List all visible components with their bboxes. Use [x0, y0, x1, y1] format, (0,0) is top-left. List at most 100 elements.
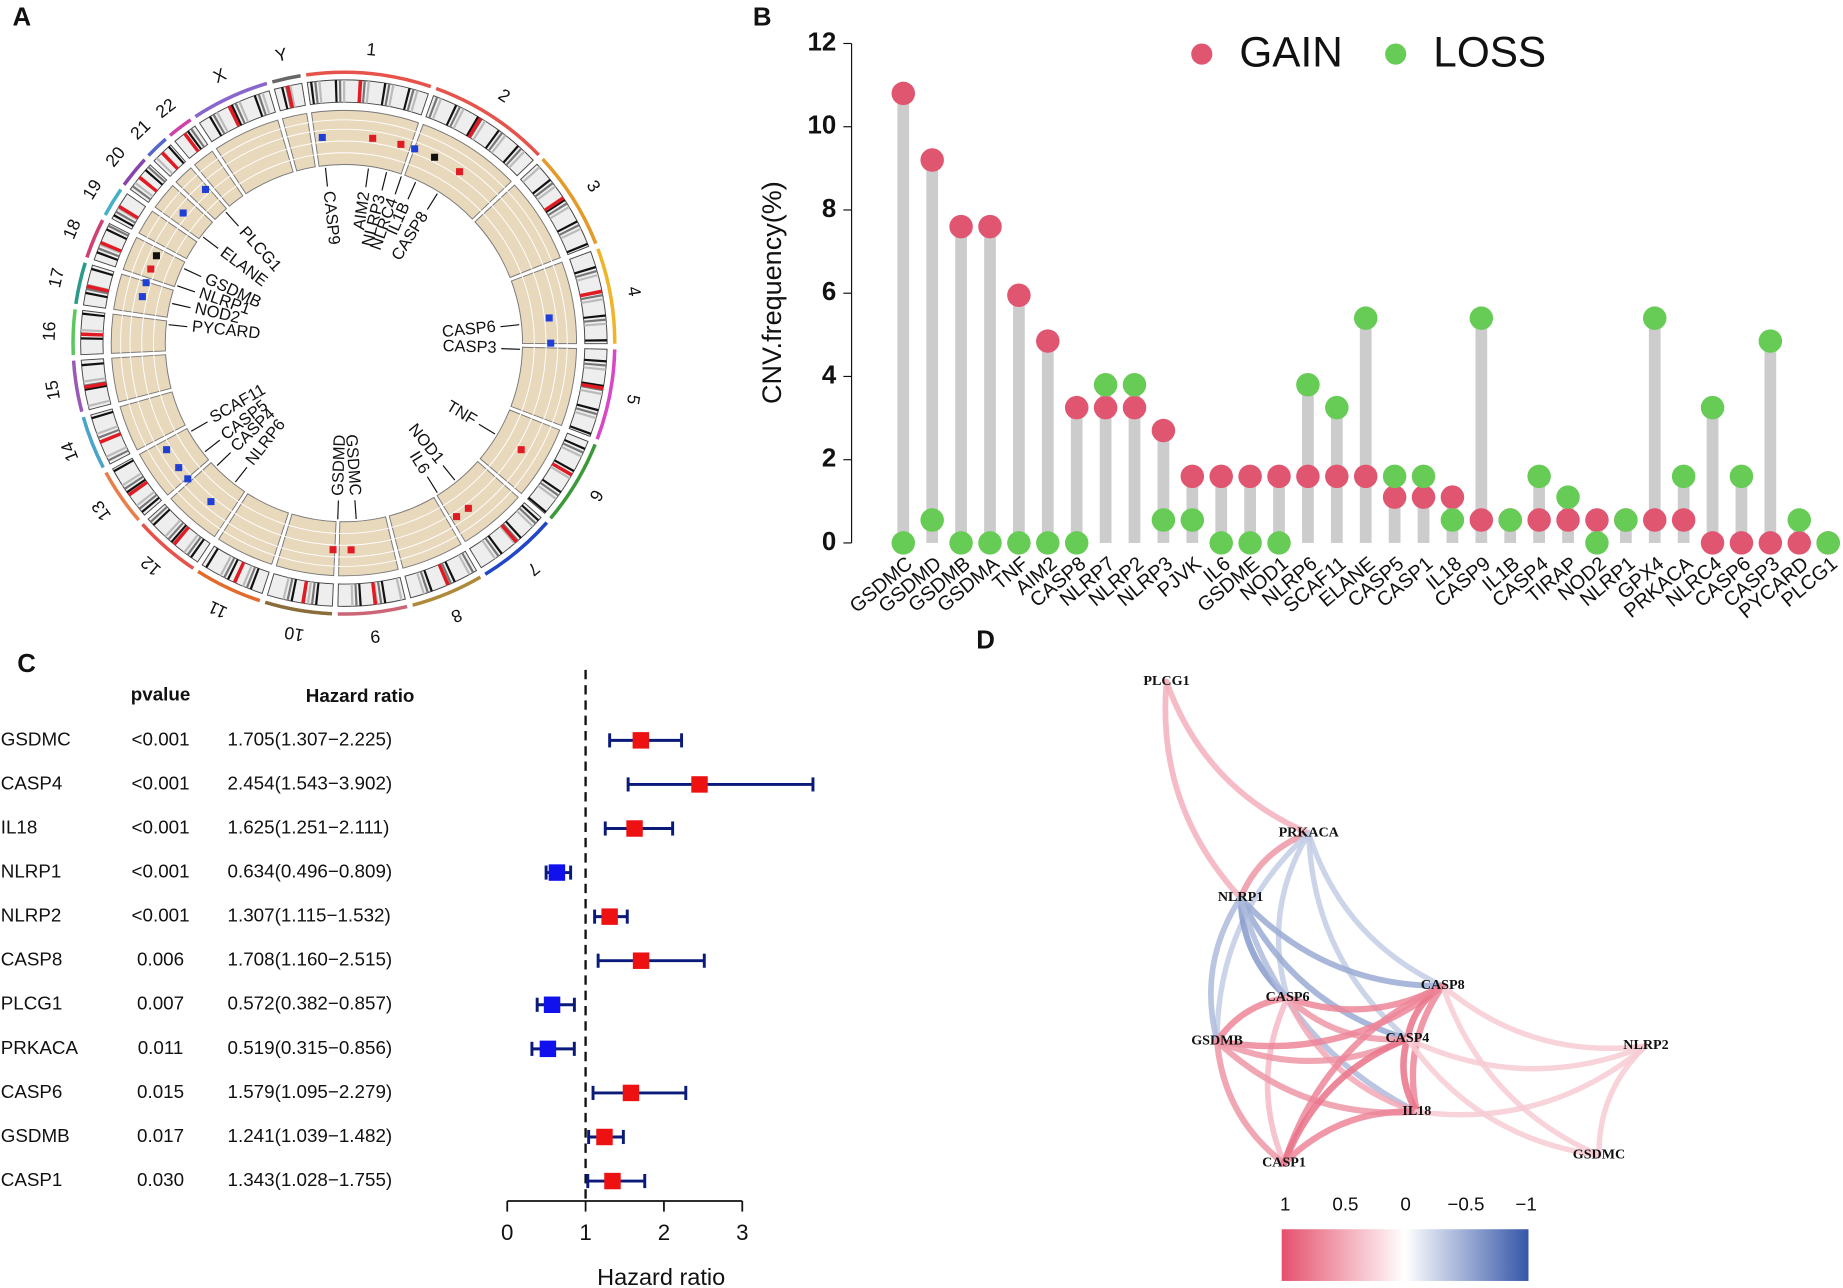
track-line: [221, 185, 237, 198]
stem: [1157, 430, 1170, 543]
hr-label: 0.572(0.382−0.857): [228, 993, 393, 1014]
point: [1787, 531, 1812, 555]
point: [1325, 464, 1349, 489]
band: [286, 578, 294, 601]
band: [581, 298, 604, 304]
centromere: [551, 462, 573, 477]
stem: [1706, 407, 1719, 543]
gene-marker: [175, 464, 183, 472]
band: [564, 438, 586, 450]
y-tick-label: 6: [822, 278, 836, 306]
track-line: [240, 502, 286, 525]
track-line: [552, 347, 568, 423]
track-line: [192, 477, 233, 512]
edge: [1280, 1035, 1411, 1167]
chromosome-label: 5: [623, 393, 645, 407]
band: [216, 111, 229, 133]
node-label: NLRP1: [1218, 889, 1263, 905]
chromosome-arc: [71, 360, 84, 413]
x-axis-label: Hazard ratio: [597, 1264, 725, 1288]
band: [549, 205, 570, 220]
edge: [1275, 830, 1312, 1001]
band: [309, 81, 315, 105]
node-label: CASP4: [1386, 1030, 1430, 1046]
point: [1353, 306, 1378, 330]
point: [1411, 464, 1436, 489]
chromosome-arc: [337, 604, 408, 616]
stem: [1070, 407, 1083, 543]
track-line: [162, 191, 181, 214]
colorbar-label: −1: [1515, 1194, 1536, 1215]
band: [147, 166, 166, 183]
centromere: [84, 381, 107, 390]
track-line: [339, 527, 389, 534]
point: [891, 531, 916, 555]
track-line: [397, 527, 453, 551]
band: [431, 98, 443, 120]
x-tick-label: 2: [658, 1220, 670, 1245]
ideogram: [80, 309, 106, 356]
band: [428, 96, 439, 119]
chromosome-arc: [596, 248, 617, 344]
centromere: [301, 580, 309, 604]
band: [212, 113, 226, 135]
track-line: [141, 355, 149, 395]
pvalue-label: 0.017: [137, 1125, 184, 1146]
chromosome-label: 17: [44, 266, 68, 290]
band: [155, 157, 174, 175]
band: [234, 102, 246, 125]
band: [583, 314, 606, 319]
band: [487, 132, 504, 152]
panel-label: B: [753, 4, 772, 32]
band: [91, 267, 114, 277]
track-line: [400, 535, 458, 560]
band: [84, 384, 107, 391]
hr-point: [601, 908, 618, 925]
band: [444, 561, 456, 583]
hr-label: 1.625(1.251−2.111): [228, 816, 390, 837]
chromosome-label: Y: [273, 44, 289, 66]
band: [149, 506, 168, 523]
band: [580, 293, 603, 301]
track-line: [238, 160, 291, 185]
band: [521, 504, 540, 522]
point: [1353, 464, 1378, 489]
track-line: [225, 137, 284, 165]
node-label: NLRP2: [1623, 1037, 1668, 1053]
pvalue-label: 0.011: [138, 1037, 184, 1058]
chromosome-arc: [435, 86, 540, 157]
colorbar: [1281, 1229, 1529, 1281]
hr-point: [543, 996, 561, 1014]
band: [502, 145, 520, 164]
leader-line: [407, 181, 417, 200]
point: [1036, 531, 1060, 555]
point: [1382, 485, 1407, 509]
band: [82, 312, 105, 318]
ideogram: [201, 545, 270, 594]
edge: [1208, 895, 1244, 1045]
colorbar-label: −0.5: [1447, 1194, 1484, 1215]
band: [113, 214, 134, 227]
band: [547, 202, 568, 217]
track-line: [234, 512, 282, 536]
band: [402, 87, 411, 111]
stem: [1128, 384, 1141, 543]
point: [1758, 329, 1783, 353]
point: [1180, 464, 1205, 489]
band: [138, 493, 158, 510]
band: [314, 582, 320, 606]
y-tick-label: 12: [808, 28, 837, 56]
band: [484, 537, 500, 557]
chromosome-track: [193, 150, 244, 207]
track-line: [182, 174, 198, 190]
edge: [1213, 994, 1291, 1045]
band: [310, 582, 316, 605]
band: [499, 525, 516, 545]
band: [584, 339, 608, 342]
band: [164, 519, 182, 538]
leader-line: [501, 348, 521, 350]
track-line: [459, 490, 512, 535]
hr-label: 1.343(1.028−1.755): [228, 1169, 393, 1190]
band: [261, 92, 271, 115]
